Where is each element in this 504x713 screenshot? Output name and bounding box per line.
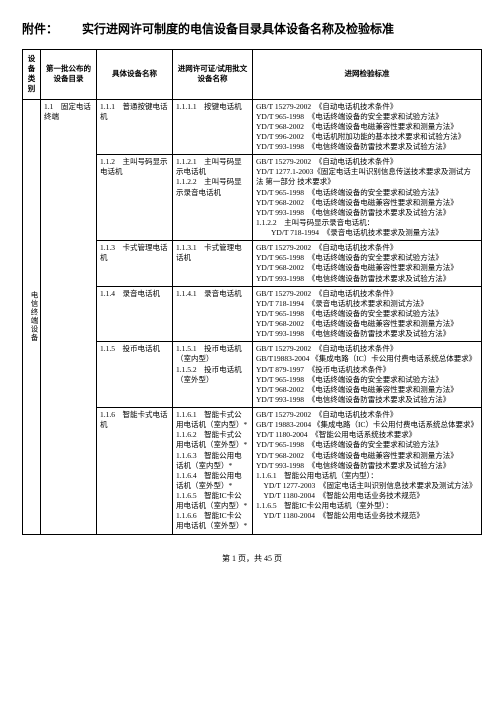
standard-cell: GB/T 15279-2002 《自动电话机技术条件》 YD/T 965-199… bbox=[253, 241, 482, 287]
header-category: 设备类别 bbox=[23, 50, 41, 100]
device-cell: 1.1.4 录音电话机 bbox=[97, 286, 173, 342]
batch-cell: 1.1 固定电话终端 bbox=[41, 99, 97, 534]
page-title: 实行进网许可制度的电信设备目录具体设备名称及检验标准 bbox=[82, 22, 394, 36]
license-cell: 1.1.5.1 投币电话机（室内型） 1.1.5.2 投币电话机（室外型） bbox=[173, 342, 253, 408]
title-row: 附件： 实行进网许可制度的电信设备目录具体设备名称及检验标准 bbox=[22, 20, 482, 37]
header-license: 进网许可证/试用批文设备名称 bbox=[173, 50, 253, 100]
standard-cell: GB/T 15279-2002 《自动电话机技术条件》 YD/T 965-199… bbox=[253, 99, 482, 155]
license-sub-a: 1.1.2.1 主叫号码显示电话机 bbox=[176, 157, 242, 176]
license-sub-b: 1.1.2.2 主叫号码显示录音电话机 bbox=[176, 177, 242, 196]
header-batch: 第一批公布的设备目录 bbox=[41, 50, 97, 100]
header-standard: 进网检验标准 bbox=[253, 50, 482, 100]
standard-cell: GB/T 15279-2002 《自动电话机技术条件》 GB/T19883-20… bbox=[253, 342, 482, 408]
license-cell: 1.1.3.1 卡式管理电话机 bbox=[173, 241, 253, 287]
device-cell: 1.1.1 普通按键电话机 bbox=[97, 99, 173, 155]
device-cell: 1.1.3 卡式管理电话机 bbox=[97, 241, 173, 287]
table-row: 电信终端设备 1.1 固定电话终端 1.1.1 普通按键电话机 1.1.1.1 … bbox=[23, 99, 482, 155]
license-cell: 1.1.1.1 按键电话机 bbox=[173, 99, 253, 155]
equipment-table: 设备类别 第一批公布的设备目录 具体设备名称 进网许可证/试用批文设备名称 进网… bbox=[22, 49, 482, 535]
license-cell: 1.1.2.1 主叫号码显示电话机 1.1.2.2 主叫号码显示录音电话机 bbox=[173, 155, 253, 241]
prefix-label: 附件： bbox=[22, 20, 80, 37]
standard-cell: GB/T 15279-2002 《自动电话机技术条件》 GB/T 19883-2… bbox=[253, 408, 482, 535]
table-header-row: 设备类别 第一批公布的设备目录 具体设备名称 进网许可证/试用批文设备名称 进网… bbox=[23, 50, 482, 100]
category-cell: 电信终端设备 bbox=[23, 99, 41, 534]
license-cell: 1.1.4.1 录音电话机 bbox=[173, 286, 253, 342]
license-cell: 1.1.6.1 智能卡式公用电话机（室内型）* 1.1.6.2 智能卡式公用电话… bbox=[173, 408, 253, 535]
device-cell: 1.1.6 智能卡式电话机 bbox=[97, 408, 173, 535]
device-cell: 1.1.2 主叫号码显示电话机 bbox=[97, 155, 173, 241]
standard-cell: GB/T 15279-2002 《自动电话机技术条件》 YD/T 718-199… bbox=[253, 286, 482, 342]
standard-cell: GB/T 15279-2002 《自动电话机技术条件》 YD/T 1277.1-… bbox=[253, 155, 482, 241]
header-device: 具体设备名称 bbox=[97, 50, 173, 100]
page-footer: 第 1 页，共 45 页 bbox=[22, 553, 482, 564]
device-cell: 1.1.5 投币电话机 bbox=[97, 342, 173, 408]
